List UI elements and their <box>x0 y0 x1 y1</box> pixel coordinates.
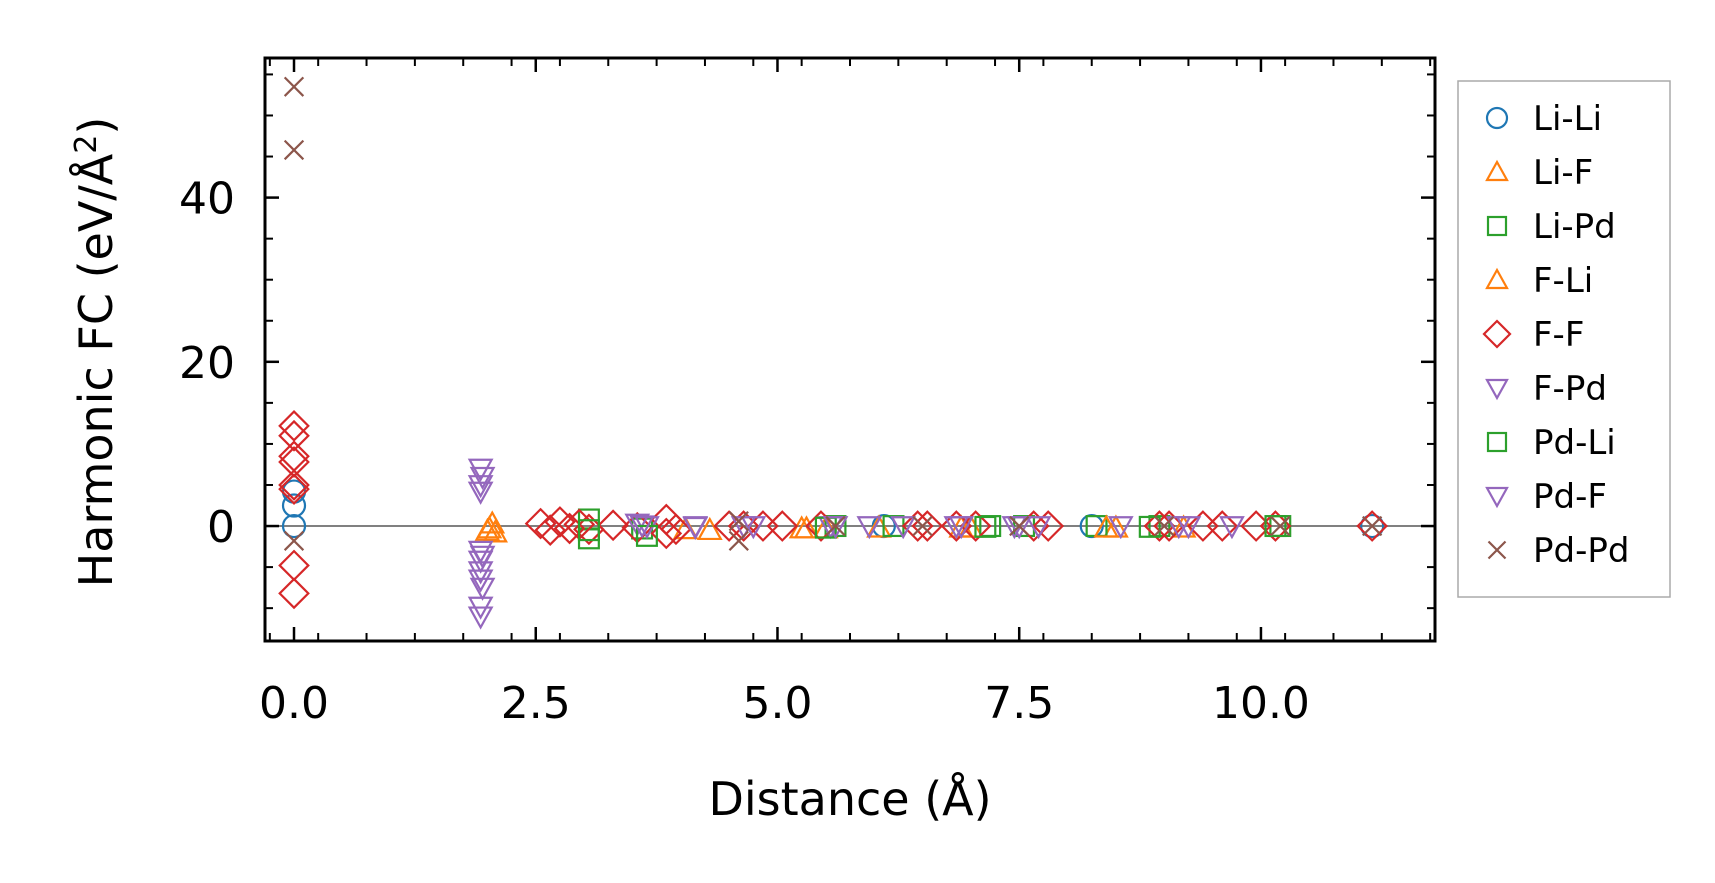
y-tick-label: 40 <box>179 174 235 225</box>
data-point-f-f <box>278 469 310 501</box>
data-point-f-pd <box>1107 516 1134 540</box>
x-axis-title: Distance (Å) <box>708 772 991 826</box>
y-axis-title-sup: 2 <box>69 135 104 154</box>
x-tick-label: 0.0 <box>259 678 329 729</box>
legend-marker-f-f <box>1482 319 1512 349</box>
data-point-f-f <box>544 506 576 538</box>
legend-label-li-pd: Li-Pd <box>1533 207 1616 247</box>
data-point-f-f <box>1032 510 1065 542</box>
legend-marker-f-pd <box>1485 378 1509 401</box>
legend-label-pd-pd: Pd-Pd <box>1533 531 1629 571</box>
data-point-pd-pd <box>1362 515 1383 537</box>
data-point-pd-pd <box>1270 515 1291 537</box>
data-point-li-li <box>1360 513 1385 539</box>
plot-area <box>278 76 1389 630</box>
data-point-f-f <box>766 510 799 542</box>
data-point-f-pd <box>890 516 917 540</box>
data-point-f-f <box>278 577 310 610</box>
legend-label-li-li: Li-Li <box>1533 99 1602 139</box>
data-point-pd-f <box>469 577 496 601</box>
data-point-f-pd <box>467 458 494 482</box>
legend-label-pd-f: Pd-F <box>1533 477 1607 517</box>
y-axis-title: Harmonic FC (eV/Å2) <box>69 117 123 588</box>
data-point-pd-pd <box>283 530 305 551</box>
data-point-f-pd <box>624 513 651 537</box>
data-point-f-f <box>278 419 310 452</box>
x-tick-label: 2.5 <box>501 678 571 729</box>
data-point-f-pd <box>467 606 494 630</box>
data-point-pd-f <box>682 516 709 541</box>
data-point-pd-pd <box>825 515 846 537</box>
y-tick-label: 20 <box>179 338 235 389</box>
data-point-f-li <box>479 510 506 534</box>
legend-marker-li-pd <box>1486 215 1508 237</box>
data-point-pd-pd <box>283 76 305 97</box>
y-axis: 0 20 40 <box>179 73 1435 610</box>
legend-label-f-f: F-F <box>1533 315 1584 355</box>
data-point-pd-li <box>1264 515 1287 538</box>
data-point-pd-f <box>629 515 655 539</box>
legend-marker-pd-pd <box>1487 540 1507 560</box>
data-point-pd-pd <box>283 139 305 161</box>
data-point-pd-f <box>1175 516 1202 540</box>
data-point-pd-f <box>1006 516 1033 540</box>
data-point-f-f <box>278 410 310 442</box>
legend-marker-pd-f <box>1485 486 1509 509</box>
data-point-f-f <box>278 473 310 505</box>
data-point-pd-f <box>948 516 975 540</box>
data-point-pd-li <box>1138 515 1161 538</box>
y-tick-label: 0 <box>207 502 235 553</box>
data-point-pd-f <box>822 516 849 540</box>
legend-label-pd-li: Pd-Li <box>1533 423 1616 463</box>
legend-label-f-li: F-Li <box>1533 261 1593 301</box>
data-point-f-pd <box>1219 516 1245 540</box>
x-tick-label: 5.0 <box>742 678 812 729</box>
data-point-pd-li <box>577 519 600 542</box>
y-axis-title-main: Harmonic FC (eV/Å <box>69 153 123 587</box>
plot-frame <box>263 56 1437 643</box>
data-point-pd-pd <box>912 515 933 537</box>
x-tick-label: 10.0 <box>1212 678 1310 729</box>
y-axis-title-close: ) <box>69 117 123 135</box>
data-point-pd-pd <box>728 530 749 551</box>
legend: Li-Li Li-F Li-Pd F-Li F-F F-Pd Pd-Li Pd-F Pd-Pd <box>1457 80 1671 598</box>
data-point-f-f <box>1206 510 1239 542</box>
data-point-f-f <box>660 513 692 546</box>
data-point-li-li <box>281 513 307 539</box>
x-tick-label: 7.5 <box>984 678 1054 729</box>
data-point-li-f <box>696 516 723 541</box>
legend-marker-f-li <box>1485 267 1509 290</box>
data-point-f-f <box>1356 510 1389 542</box>
legend-marker-pd-li <box>1486 431 1508 453</box>
data-point-pd-f <box>469 466 496 491</box>
data-point-pd-pd <box>728 510 749 532</box>
data-point-f-pd <box>467 475 494 499</box>
data-point-pd-f <box>469 545 496 569</box>
legend-label-li-f: Li-F <box>1533 153 1593 193</box>
data-point-f-pd <box>856 516 883 540</box>
data-point-f-f <box>597 509 629 542</box>
data-point-f-li <box>1093 514 1120 538</box>
data-point-f-li <box>482 519 509 543</box>
legend-marker-li-f <box>1485 159 1509 182</box>
x-axis: 0.0 2.5 5.0 7.5 10.0 <box>259 58 1432 729</box>
data-point-pd-li <box>974 515 997 538</box>
data-point-f-pd <box>740 516 767 540</box>
data-point-f-pd <box>1025 516 1052 540</box>
data-point-pd-pd <box>1154 515 1175 537</box>
data-point-f-f <box>278 549 310 582</box>
data-point-pd-pd <box>1009 515 1030 537</box>
legend-marker-li-li <box>1485 106 1509 130</box>
legend-label-f-pd: F-Pd <box>1533 369 1607 409</box>
data-point-li-li <box>281 493 307 518</box>
data-point-f-pd <box>467 569 494 593</box>
